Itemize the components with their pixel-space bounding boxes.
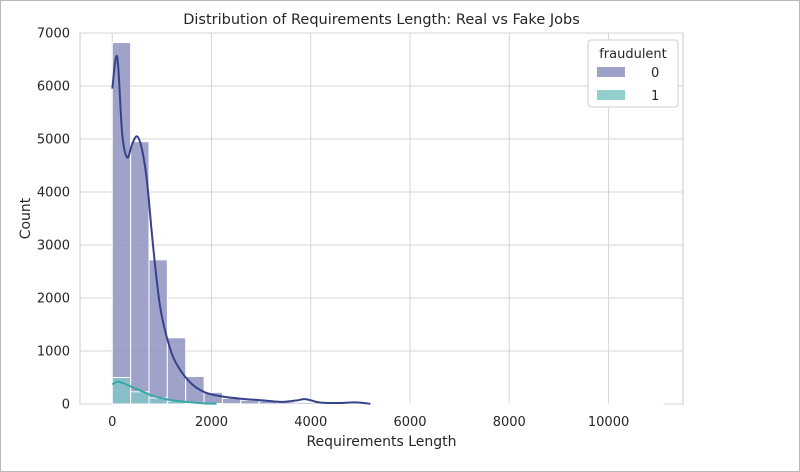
x-tick-label: 2000 bbox=[195, 415, 228, 430]
bar-series-0 bbox=[295, 401, 315, 405]
y-axis-label: Count bbox=[18, 197, 34, 239]
x-tick-label: 0 bbox=[108, 415, 116, 430]
y-tick-label: 7000 bbox=[37, 27, 70, 42]
legend-title: fraudulent bbox=[599, 47, 667, 62]
legend-label-0: 0 bbox=[651, 66, 659, 81]
x-tick-label: 10000 bbox=[588, 415, 629, 430]
x-tick-label: 6000 bbox=[393, 415, 426, 430]
y-tick-label: 0 bbox=[62, 398, 70, 413]
y-tick-label: 4000 bbox=[37, 186, 70, 201]
y-tick-label: 6000 bbox=[37, 80, 70, 95]
bar-series-0 bbox=[111, 42, 132, 405]
x-tick-label: 8000 bbox=[493, 415, 526, 430]
x-tick-label: 4000 bbox=[294, 415, 327, 430]
y-tick-label: 2000 bbox=[37, 292, 70, 307]
kde-line-series-0 bbox=[111, 54, 371, 405]
y-tick-label: 5000 bbox=[37, 133, 70, 148]
legend: fraudulent 0 1 bbox=[587, 39, 679, 108]
legend-swatch-0 bbox=[597, 67, 625, 77]
kde-line-series-1 bbox=[111, 380, 217, 405]
kde-layer bbox=[111, 54, 371, 405]
legend-swatch-1 bbox=[597, 90, 625, 100]
x-axis-label: Requirements Length bbox=[306, 434, 456, 450]
tick-labels: 0 2000 4000 6000 8000 10000 0 1000 2000 3000 4000 5… bbox=[37, 27, 629, 431]
legend-label-1: 1 bbox=[651, 89, 659, 104]
series-0-bars bbox=[111, 42, 664, 405]
y-tick-label: 1000 bbox=[37, 345, 70, 360]
y-tick-label: 3000 bbox=[37, 239, 70, 254]
chart-title: Distribution of Requirements Length: Rea… bbox=[183, 12, 580, 28]
